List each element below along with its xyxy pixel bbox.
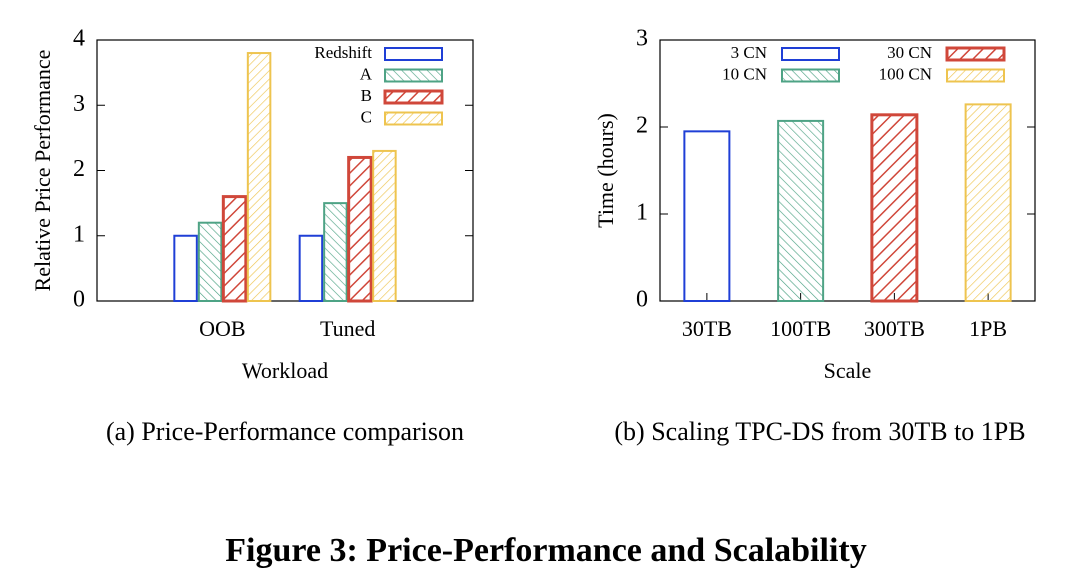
x-tick-label: OOB [199, 316, 245, 341]
legend-swatch [945, 46, 1006, 62]
y-tick-label: 0 [636, 287, 648, 313]
x-axis-label: Scale [824, 358, 872, 383]
x-tick-label: 100TB [770, 316, 831, 341]
legend-label: 10 CN [722, 64, 767, 83]
y-axis-label: Relative Price Performance [30, 50, 55, 292]
legend-swatch [384, 111, 443, 126]
bar [777, 119, 825, 302]
bar [372, 149, 397, 302]
bar [246, 52, 272, 302]
y-tick-label: 2 [636, 113, 648, 139]
y-tick-label: 0 [73, 287, 85, 313]
legend-label: B [361, 86, 372, 105]
legend-label: C [361, 107, 372, 126]
bar [298, 234, 324, 302]
legend-swatch [384, 68, 443, 83]
legend-swatch [781, 47, 840, 61]
subcaption: (b) Scaling TPC-DS from 30TB to 1PB [614, 417, 1025, 446]
y-axis-label: Time (hours) [593, 113, 618, 228]
bar [173, 234, 198, 302]
legend-label: 3 CN [731, 43, 767, 62]
y-tick-label: 1 [73, 221, 85, 247]
bar [347, 155, 373, 303]
legend-label: 100 CN [879, 64, 932, 83]
bar [683, 130, 731, 302]
x-axis-label: Workload [242, 358, 328, 383]
legend-swatch [383, 89, 444, 105]
y-tick-label: 4 [73, 26, 85, 52]
y-tick-label: 3 [636, 26, 648, 52]
x-tick-label: 300TB [864, 316, 925, 341]
x-tick-label: Tuned [320, 316, 375, 341]
plot-frame [659, 39, 1036, 302]
y-tick-label: 1 [636, 200, 648, 226]
y-tick-label: 2 [73, 156, 85, 182]
legend-swatch [384, 47, 443, 61]
bar [197, 221, 223, 302]
bar [964, 103, 1012, 302]
legend-swatch [946, 68, 1005, 83]
x-tick-label: 30TB [682, 316, 732, 341]
figure-caption: Figure 3: Price-Performance and Scalabil… [225, 532, 866, 569]
legend-label: A [360, 64, 373, 83]
legend-swatch [781, 68, 840, 83]
bar [870, 113, 919, 303]
subcaption: (a) Price-Performance comparison [106, 417, 464, 446]
x-tick-label: 1PB [969, 316, 1007, 341]
y-tick-label: 3 [73, 91, 85, 117]
legend-label: 30 CN [887, 43, 932, 62]
bar [323, 202, 348, 302]
bar [221, 195, 248, 303]
legend-label: Redshift [314, 43, 372, 62]
